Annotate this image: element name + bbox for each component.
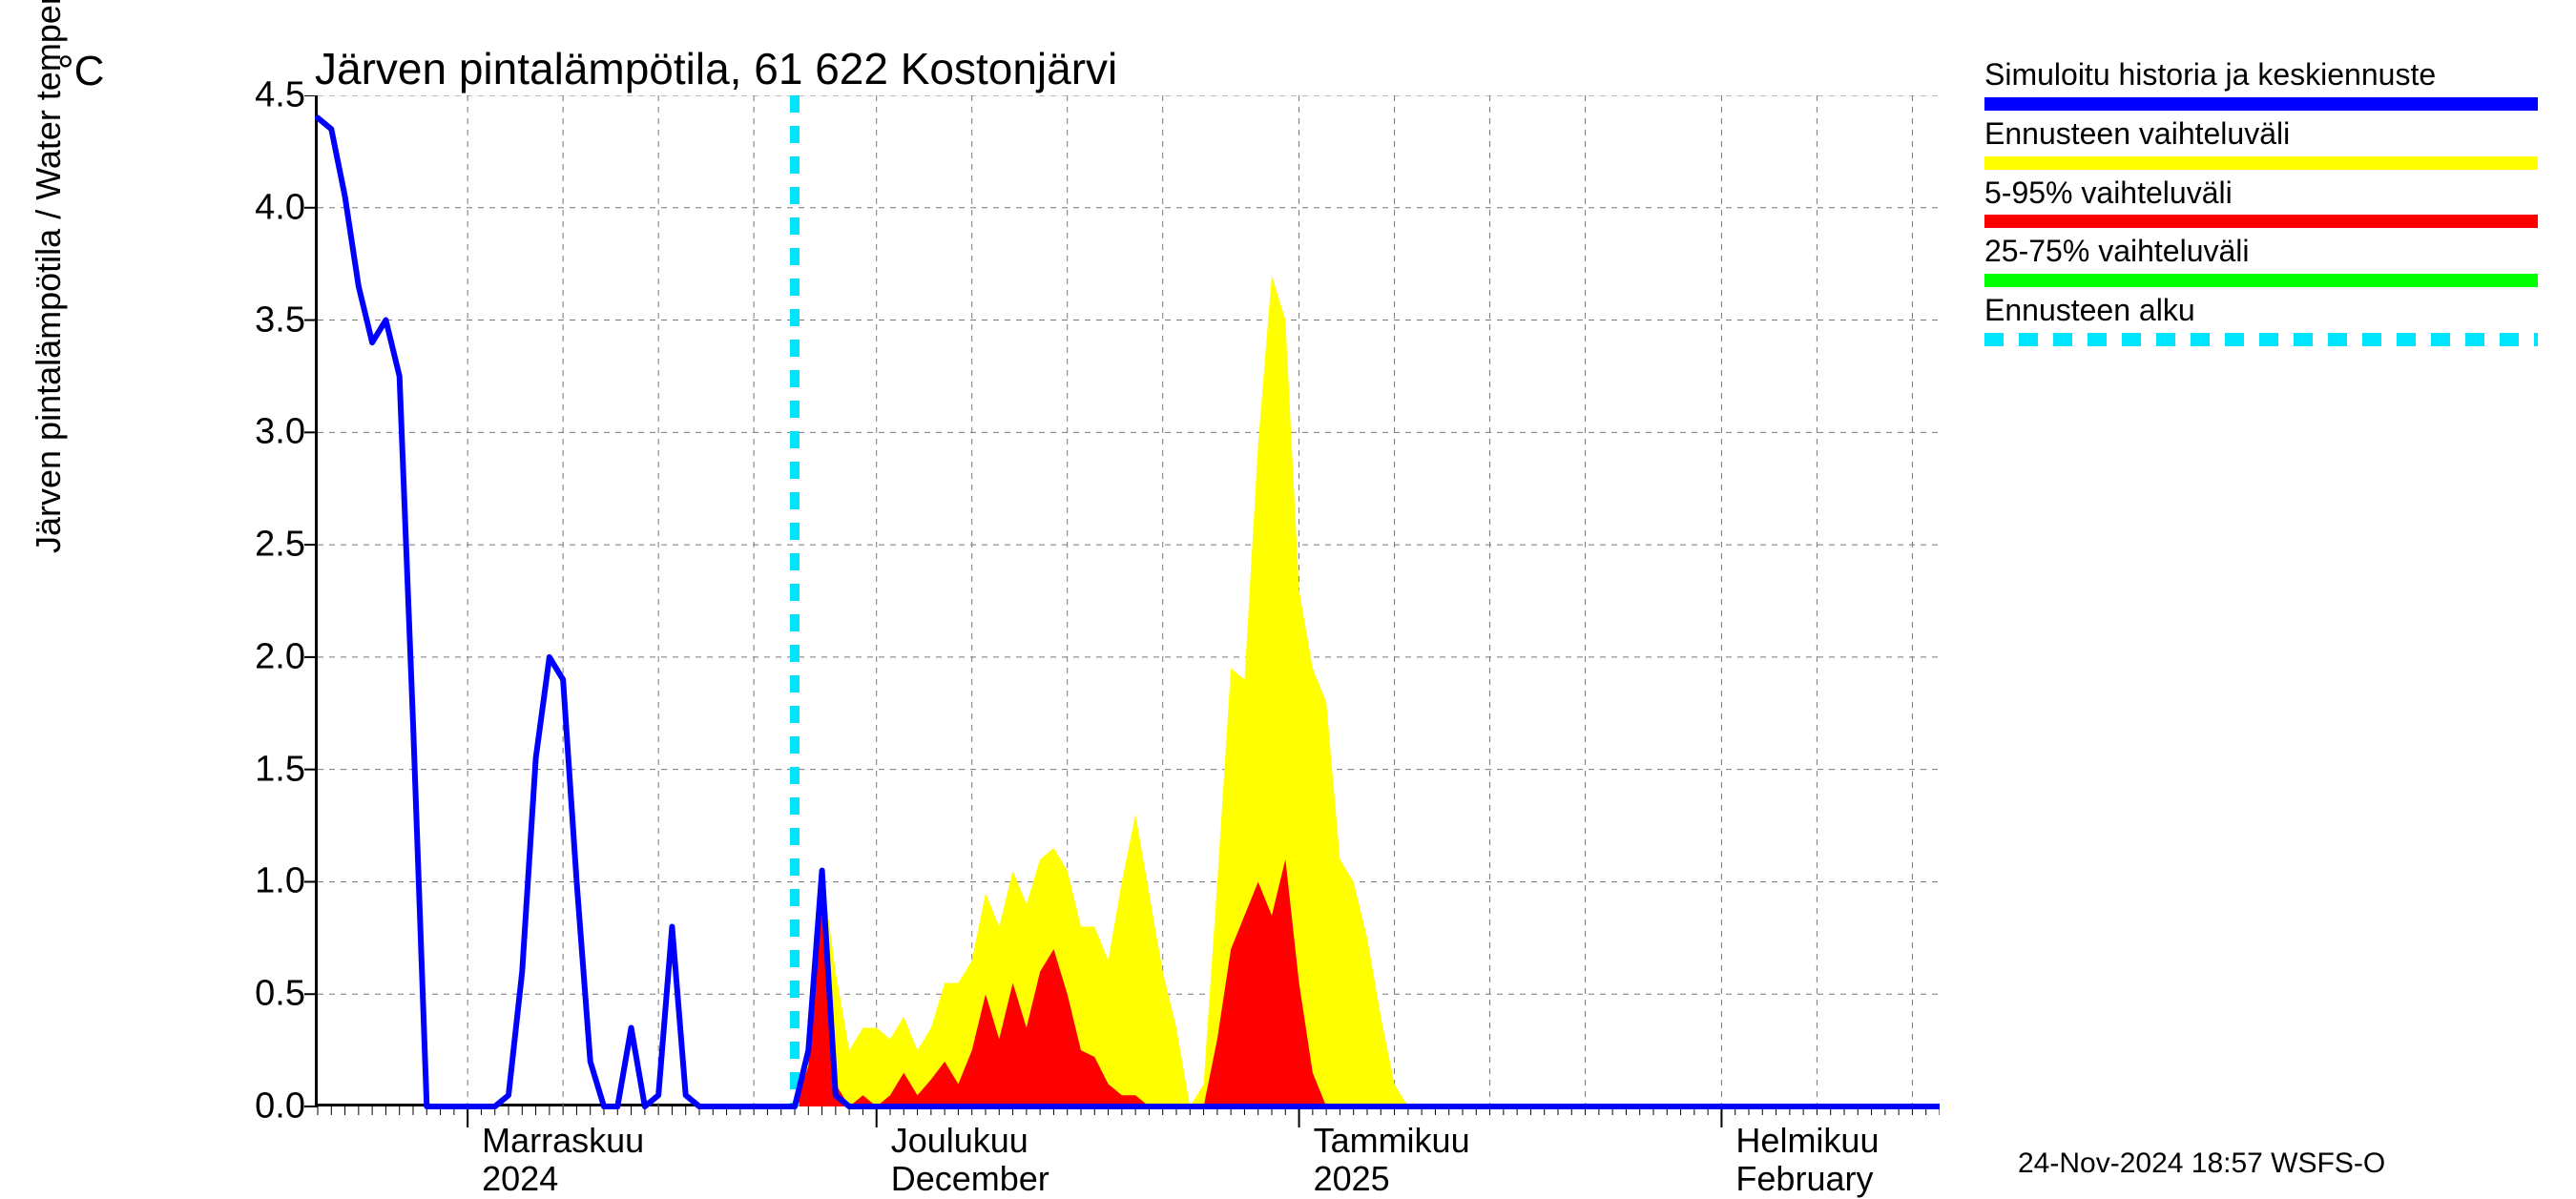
y-tick-label: 3.5 (210, 300, 305, 341)
x-month-label: Helmikuu (1735, 1121, 1879, 1161)
legend-label: Simuloitu historia ja keskiennuste (1984, 57, 2538, 93)
yellow-band (795, 275, 1940, 1106)
legend-label: 25-75% vaihteluväli (1984, 234, 2538, 270)
legend: Simuloitu historia ja keskiennuste Ennus… (1984, 57, 2538, 352)
chart-page: Järven pintalämpötila, 61 622 Kostonjärv… (0, 0, 2576, 1145)
x-month-label-secondary: 2025 (1314, 1159, 1390, 1199)
y-tick-label: 2.5 (210, 525, 305, 566)
y-tick-label: 2.0 (210, 636, 305, 677)
legend-item-25-75: 25-75% vaihteluväli (1984, 234, 2538, 287)
x-month-label: Joulukuu (891, 1121, 1028, 1161)
legend-label: Ennusteen vaihteluväli (1984, 116, 2538, 153)
plot-area (315, 95, 1937, 1106)
legend-swatch-yellow (1984, 156, 2538, 170)
x-month-label-secondary: 2024 (482, 1159, 558, 1199)
y-tick-label: 0.0 (210, 1086, 305, 1127)
x-month-label: Marraskuu (482, 1121, 644, 1161)
legend-label: Ennusteen alku (1984, 293, 2538, 329)
chart-title: Järven pintalämpötila, 61 622 Kostonjärv… (315, 43, 1117, 94)
y-axis-label: Järven pintalämpötila / Water temperatur… (29, 0, 69, 553)
legend-swatch-green (1984, 274, 2538, 287)
x-month-label-secondary: December (891, 1159, 1049, 1199)
legend-swatch-blue (1984, 97, 2538, 111)
y-tick-label: 3.0 (210, 412, 305, 453)
legend-item-forecast-start: Ennusteen alku (1984, 293, 2538, 346)
y-tick-label: 1.0 (210, 861, 305, 902)
legend-item-range: Ennusteen vaihteluväli (1984, 116, 2538, 170)
plot-svg (299, 95, 1940, 1135)
y-tick-label: 4.5 (210, 75, 305, 116)
x-month-label: Tammikuu (1314, 1121, 1470, 1161)
legend-label: 5-95% vaihteluväli (1984, 176, 2538, 212)
y-tick-label: 0.5 (210, 974, 305, 1015)
y-tick-label: 1.5 (210, 749, 305, 790)
footer-timestamp: 24-Nov-2024 18:57 WSFS-O (2018, 1147, 2385, 1180)
legend-swatch-red (1984, 215, 2538, 228)
y-tick-label: 4.0 (210, 187, 305, 228)
legend-swatch-cyan-dashed (1984, 333, 2538, 346)
legend-item-simulated: Simuloitu historia ja keskiennuste (1984, 57, 2538, 111)
legend-item-5-95: 5-95% vaihteluväli (1984, 176, 2538, 229)
x-month-label-secondary: February (1735, 1159, 1873, 1199)
